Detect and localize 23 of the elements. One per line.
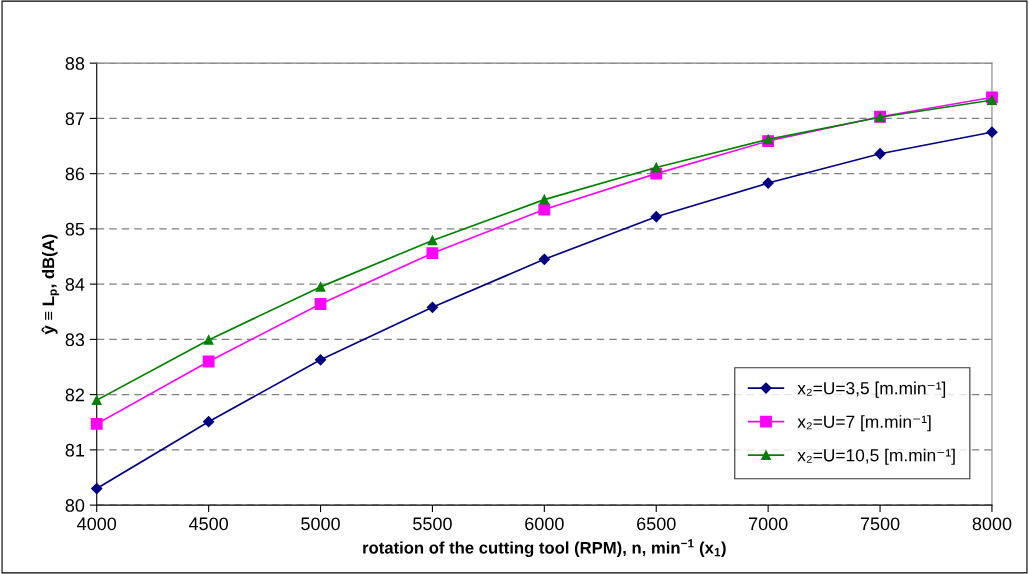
x-tick-label: 6500 bbox=[637, 517, 676, 531]
y-tick-label: 85 bbox=[65, 222, 85, 236]
x-tick-label: 5500 bbox=[413, 517, 452, 531]
y-tick-label: 81 bbox=[65, 443, 85, 457]
x-tick-label: 7000 bbox=[748, 517, 788, 531]
y-tick-label: 87 bbox=[65, 112, 85, 126]
x-tick-label: 6000 bbox=[525, 517, 564, 531]
y-tick-label: 80 bbox=[65, 499, 85, 512]
legend-label: x₂=U=7 [m.min⁻¹] bbox=[797, 415, 931, 432]
y-tick-label: 86 bbox=[65, 167, 85, 181]
y-tick-label: 84 bbox=[65, 278, 85, 291]
x-axis-title: rotation of the cutting tool (RPM), n, min$^{−1}$ (x$_{1}$) bbox=[363, 539, 726, 558]
x-tick-label: 7500 bbox=[860, 517, 900, 531]
y-tick-label: 88 bbox=[65, 57, 85, 70]
x-tick-label: 8000 bbox=[972, 517, 1012, 531]
y-axis-title: ŷ ≡ L$_{p}$, dB(A) bbox=[41, 234, 60, 335]
y-tick-label: 82 bbox=[65, 388, 85, 402]
y-tick-label: 83 bbox=[65, 333, 85, 347]
legend-label: x₂=U=10,5 [m.min⁻¹] bbox=[797, 448, 955, 465]
legend-label: x₂=U=3,5 [m.min⁻¹] bbox=[797, 381, 946, 398]
x-tick-label: 5000 bbox=[301, 517, 340, 531]
x-tick-label: 4500 bbox=[188, 517, 229, 531]
x-tick-label: 4000 bbox=[77, 517, 117, 531]
